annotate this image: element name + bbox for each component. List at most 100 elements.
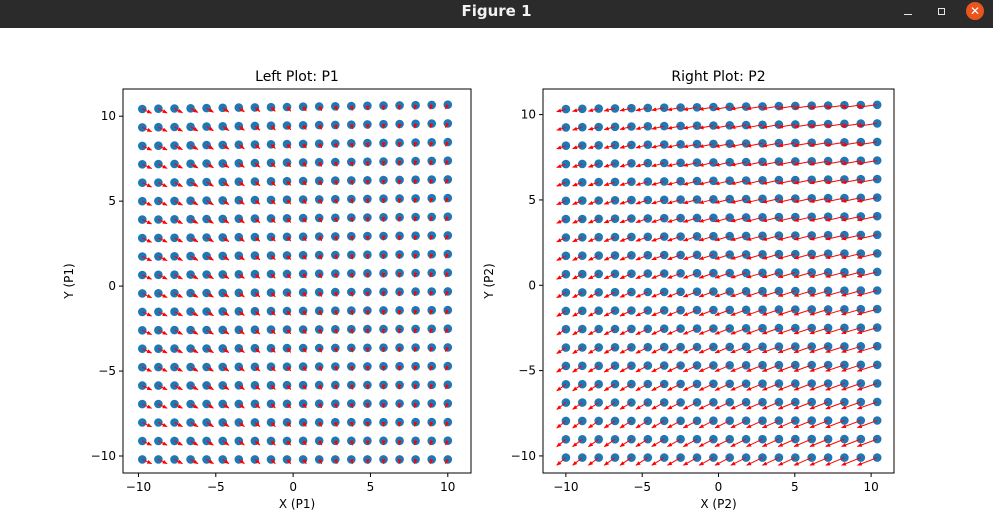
maximize-icon — [938, 8, 945, 15]
chart-title: Left Plot: P1 — [255, 69, 339, 85]
vector-arrow — [367, 292, 368, 296]
data-point — [138, 142, 147, 151]
data-point — [202, 122, 211, 131]
vector-arrow — [367, 143, 368, 147]
vector-arrow — [367, 422, 368, 426]
data-point — [235, 103, 244, 112]
data-point — [411, 362, 420, 371]
data-point — [218, 141, 227, 150]
data-point — [562, 123, 571, 132]
data-point — [791, 120, 800, 129]
data-point — [315, 121, 324, 130]
data-point — [411, 306, 420, 315]
vector-arrow — [399, 329, 400, 333]
data-point — [411, 213, 420, 222]
vector-arrow — [399, 180, 400, 184]
vector-arrow — [399, 441, 400, 445]
data-point — [611, 104, 620, 113]
data-point — [611, 141, 620, 150]
y-tick-label: −5 — [518, 364, 536, 378]
data-point — [742, 121, 751, 130]
data-point — [411, 399, 420, 408]
data-point — [758, 269, 767, 278]
data-point — [444, 119, 453, 128]
x-tick-label: −10 — [126, 480, 151, 494]
data-point — [202, 104, 211, 113]
vector-arrow — [399, 161, 400, 165]
data-point — [154, 271, 163, 280]
chart-title: Right Plot: P2 — [671, 69, 765, 85]
data-point — [331, 121, 340, 130]
x-tick-label: −5 — [207, 480, 225, 494]
data-point — [411, 120, 420, 129]
vector-arrow — [399, 217, 400, 221]
data-point — [427, 101, 436, 110]
y-tick-label: −5 — [98, 364, 116, 378]
vector-arrow — [399, 236, 400, 240]
vector-arrow — [367, 329, 368, 333]
vector-arrow — [367, 459, 368, 463]
data-point — [627, 122, 636, 131]
x-tick-label: −10 — [553, 480, 578, 494]
data-point — [411, 231, 420, 240]
data-point — [709, 121, 718, 130]
data-point — [411, 157, 420, 166]
vector-arrow — [399, 292, 400, 296]
data-point — [411, 343, 420, 352]
data-point — [411, 250, 420, 259]
y-tick-label: 10 — [101, 109, 116, 123]
window-title: Figure 1 — [0, 0, 993, 28]
data-point — [411, 381, 420, 390]
vector-arrow — [399, 404, 400, 408]
x-tick-label: 0 — [289, 480, 297, 494]
data-point — [138, 123, 147, 132]
data-point — [644, 104, 653, 113]
data-point — [660, 122, 669, 131]
data-point — [411, 138, 420, 147]
x-tick-label: 10 — [863, 480, 878, 494]
vector-arrow — [367, 218, 368, 222]
maximize-button[interactable] — [928, 0, 954, 22]
vector-arrow — [367, 255, 368, 259]
x-tick-label: −5 — [633, 480, 651, 494]
vector-arrow — [399, 105, 400, 109]
vector-arrow — [367, 236, 368, 240]
vector-arrow — [399, 254, 400, 258]
x-tick-label: 10 — [440, 480, 455, 494]
vector-arrow — [399, 143, 400, 147]
data-point — [444, 138, 453, 147]
data-point — [627, 141, 636, 150]
x-axis-label: X (P1) — [279, 497, 315, 511]
vector-arrow — [367, 311, 368, 315]
vector-arrow — [367, 441, 368, 445]
x-tick-label: 0 — [715, 480, 723, 494]
vector-arrow — [367, 106, 368, 110]
data-point — [427, 269, 436, 278]
close-button[interactable]: ✕ — [962, 0, 988, 22]
data-point — [235, 122, 244, 131]
vector-arrow — [399, 348, 400, 352]
data-point — [676, 269, 685, 278]
data-point — [427, 119, 436, 128]
y-axis-label: Y (P1) — [62, 263, 76, 299]
vector-arrow — [399, 199, 400, 203]
vector-arrow — [399, 459, 400, 463]
y-tick-label: 0 — [108, 279, 116, 293]
data-point — [347, 102, 356, 111]
vector-arrow — [399, 422, 400, 426]
vector-arrow — [399, 366, 400, 370]
data-point — [411, 194, 420, 203]
data-point — [411, 269, 420, 278]
minimize-button[interactable] — [895, 0, 921, 22]
data-point — [594, 123, 603, 132]
data-point — [411, 175, 420, 184]
y-axis-label: Y (P2) — [482, 263, 496, 299]
minimize-icon — [904, 14, 912, 15]
vector-arrow — [367, 199, 368, 203]
vector-arrow — [367, 162, 368, 166]
x-tick-label: 5 — [367, 480, 375, 494]
vector-arrow — [367, 124, 368, 128]
